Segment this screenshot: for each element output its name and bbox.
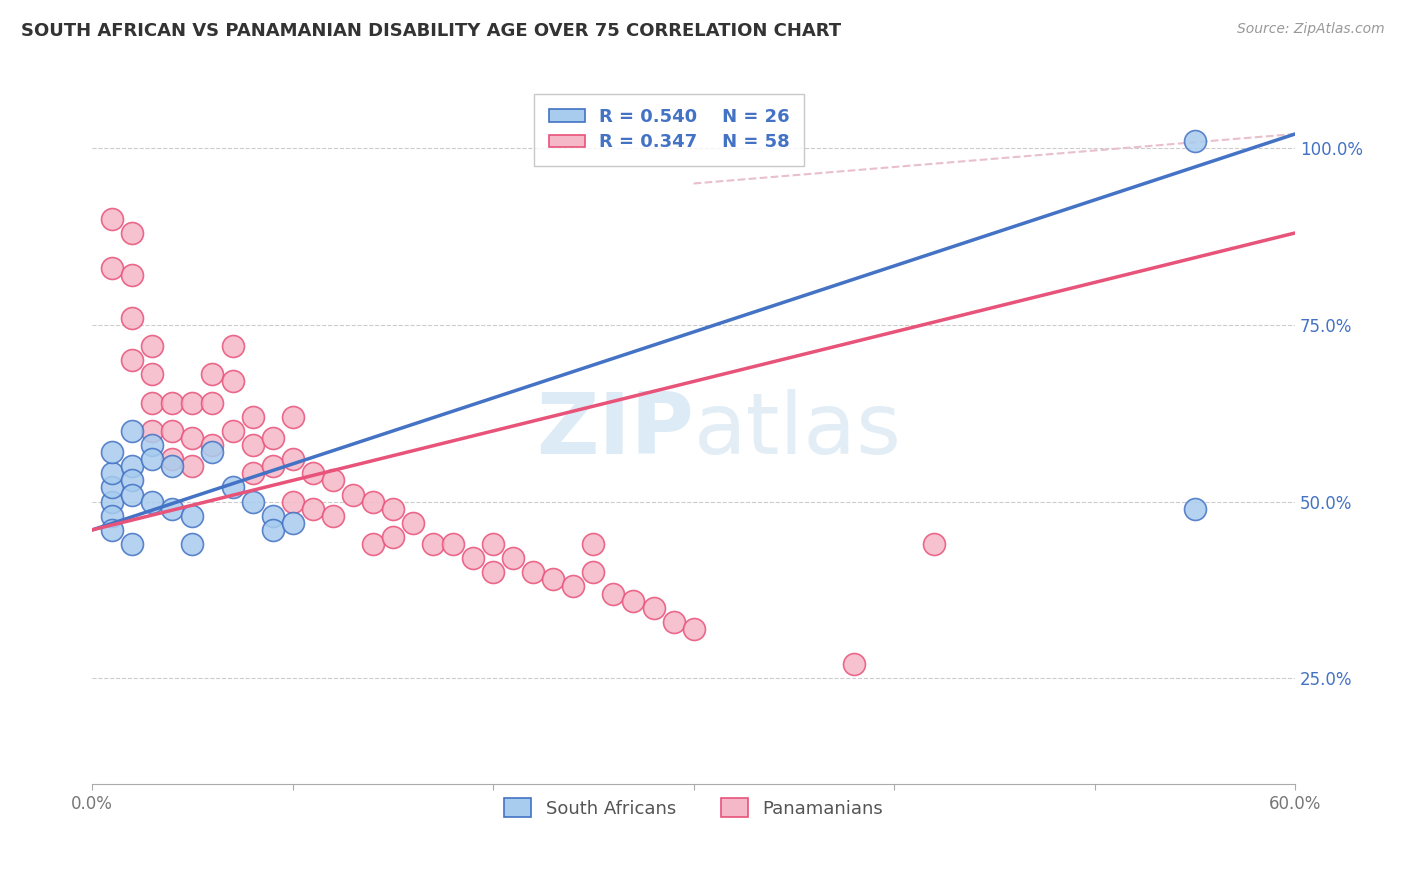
Point — [281, 409, 304, 424]
Point — [121, 268, 143, 283]
Point — [141, 368, 163, 382]
Point — [101, 481, 124, 495]
Point — [242, 494, 264, 508]
Point — [162, 501, 184, 516]
Point — [141, 438, 163, 452]
Text: Source: ZipAtlas.com: Source: ZipAtlas.com — [1237, 22, 1385, 37]
Point — [242, 467, 264, 481]
Point — [1184, 134, 1206, 148]
Point — [602, 586, 624, 600]
Point — [402, 516, 425, 530]
Point — [101, 445, 124, 459]
Point — [101, 508, 124, 523]
Point — [262, 459, 284, 474]
Point — [141, 339, 163, 353]
Point — [101, 523, 124, 537]
Point — [162, 459, 184, 474]
Point — [201, 368, 224, 382]
Point — [461, 551, 484, 566]
Point — [121, 424, 143, 438]
Point — [181, 395, 204, 409]
Point — [121, 487, 143, 501]
Point — [623, 593, 645, 607]
Point — [181, 537, 204, 551]
Text: SOUTH AFRICAN VS PANAMANIAN DISABILITY AGE OVER 75 CORRELATION CHART: SOUTH AFRICAN VS PANAMANIAN DISABILITY A… — [21, 22, 841, 40]
Point — [682, 622, 704, 636]
Point — [121, 353, 143, 368]
Point — [543, 573, 565, 587]
Point — [221, 339, 243, 353]
Point — [201, 445, 224, 459]
Point — [281, 494, 304, 508]
Point — [101, 261, 124, 276]
Point — [582, 537, 605, 551]
Point — [281, 516, 304, 530]
Point — [322, 508, 344, 523]
Point — [482, 566, 505, 580]
Point — [141, 494, 163, 508]
Point — [141, 452, 163, 467]
Point — [322, 474, 344, 488]
Point — [662, 615, 685, 629]
Point — [922, 537, 945, 551]
Point — [422, 537, 444, 551]
Point — [562, 579, 585, 593]
Point — [262, 523, 284, 537]
Point — [141, 424, 163, 438]
Point — [162, 452, 184, 467]
Point — [221, 424, 243, 438]
Point — [121, 459, 143, 474]
Point — [281, 452, 304, 467]
Point — [502, 551, 524, 566]
Point — [121, 226, 143, 240]
Point — [162, 424, 184, 438]
Point — [361, 494, 384, 508]
Point — [121, 474, 143, 488]
Point — [441, 537, 464, 551]
Point — [162, 395, 184, 409]
Point — [522, 566, 544, 580]
Point — [101, 467, 124, 481]
Point — [141, 395, 163, 409]
Point — [361, 537, 384, 551]
Point — [181, 508, 204, 523]
Point — [842, 657, 865, 672]
Text: atlas: atlas — [693, 390, 901, 473]
Point — [262, 431, 284, 445]
Point — [201, 395, 224, 409]
Point — [582, 566, 605, 580]
Point — [221, 375, 243, 389]
Point — [242, 409, 264, 424]
Point — [643, 600, 665, 615]
Point — [242, 438, 264, 452]
Text: ZIP: ZIP — [536, 390, 693, 473]
Point — [101, 211, 124, 226]
Point — [381, 501, 404, 516]
Point — [181, 431, 204, 445]
Legend: South Africans, Panamanians: South Africans, Panamanians — [496, 791, 890, 825]
Point — [121, 537, 143, 551]
Point — [342, 487, 364, 501]
Point — [181, 459, 204, 474]
Point — [101, 494, 124, 508]
Point — [301, 501, 323, 516]
Point — [381, 530, 404, 544]
Point — [221, 481, 243, 495]
Point — [301, 467, 323, 481]
Point — [1184, 501, 1206, 516]
Point — [262, 508, 284, 523]
Point — [201, 438, 224, 452]
Point — [482, 537, 505, 551]
Point — [121, 310, 143, 325]
